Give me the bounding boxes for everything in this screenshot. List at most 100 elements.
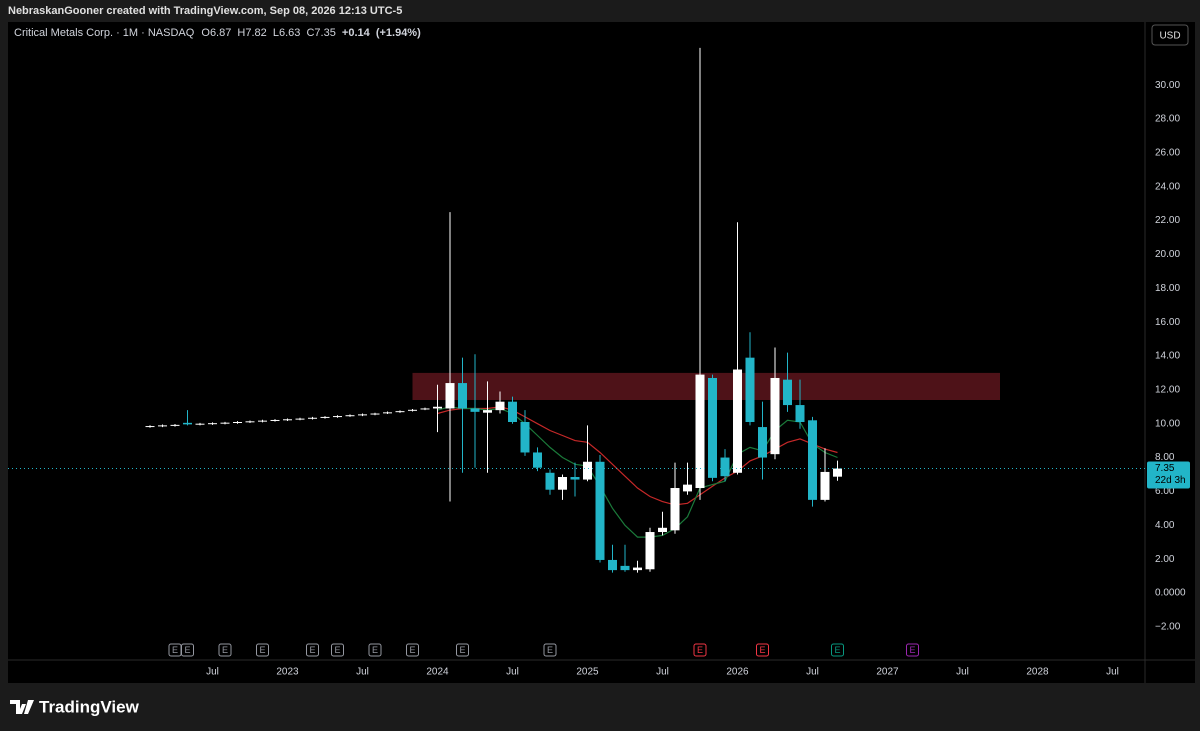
candle-body: [633, 567, 642, 571]
plot-area: [8, 47, 1145, 573]
candle-body: [445, 383, 455, 409]
earnings-marker: [218, 643, 232, 657]
candle-body: [570, 477, 580, 480]
candle-body: [208, 423, 217, 425]
earnings-label: E: [697, 645, 703, 655]
candle-body: [370, 413, 380, 415]
candle-body: [270, 419, 280, 421]
y-tick-label: 14.00: [1155, 351, 1180, 362]
candle-body: [295, 418, 305, 420]
brand[interactable]: TradingView: [10, 697, 140, 716]
earnings-marker: [306, 643, 319, 657]
currency-button-text[interactable]: USD: [1159, 31, 1180, 42]
candle-body: [283, 419, 292, 421]
candle-body: [170, 424, 180, 426]
earnings-label: E: [372, 645, 378, 655]
earnings-label: E: [172, 645, 178, 655]
legend-low: 6.63: [279, 27, 300, 39]
earnings-marker: [331, 643, 344, 657]
candle-body: [220, 422, 230, 424]
candle-body: [395, 411, 405, 413]
candle-body: [345, 415, 355, 417]
candle-body: [645, 532, 655, 570]
earnings-label: E: [909, 645, 915, 655]
candle-body: [608, 559, 617, 571]
earnings-label: E: [259, 645, 265, 655]
earnings-label: E: [334, 645, 340, 655]
legend-low-label: L: [273, 27, 279, 39]
candle-body: [595, 461, 605, 560]
candle-body: [145, 426, 155, 428]
candle-body: [558, 477, 567, 490]
candle-body: [383, 412, 392, 414]
currency-button[interactable]: USD: [1151, 24, 1189, 46]
y-tick-label: 10.00: [1155, 418, 1180, 429]
candle-body: [808, 420, 817, 500]
candle-body: [408, 409, 417, 411]
earnings-marker: [456, 643, 469, 657]
x-tick-label: 2023: [276, 667, 299, 678]
candle-body: [695, 374, 705, 489]
axes: −2.00 0.0000 2.00 4.00 6.00 8.00 10.00 12.00 14.…: [168, 80, 1190, 678]
earnings-label: E: [409, 645, 415, 655]
candle-body: [458, 383, 467, 409]
candle-body: [708, 377, 717, 478]
x-tick-label: Jul: [506, 667, 519, 678]
candle-body: [545, 472, 555, 490]
y-tick-label: 20.00: [1155, 249, 1180, 260]
y-tick-label: 22.00: [1155, 215, 1180, 226]
header-text: NebraskanGooner created with TradingView…: [8, 5, 402, 17]
candle-body: [758, 427, 767, 458]
candle-body: [670, 488, 680, 531]
currency-button-box[interactable]: [1151, 24, 1189, 46]
earnings-marker: [756, 643, 769, 657]
earnings-label: E: [759, 645, 765, 655]
x-tick-label: Jul: [656, 667, 669, 678]
candle-body: [683, 484, 692, 492]
candle-body: [620, 565, 630, 571]
chart-panel: [8, 22, 1195, 683]
legend: Critical Metals Corp. · 1M · NASDAQ O6.8…: [14, 27, 421, 39]
candle-body: [333, 416, 342, 418]
y-tick-label: 12.00: [1155, 384, 1180, 395]
x-tick-label: 2026: [726, 667, 749, 678]
y-tick-label: 0.0000: [1155, 588, 1186, 599]
earnings-marker: [256, 643, 269, 657]
legend-change: +0.14: [342, 27, 371, 39]
candle-body: [795, 405, 805, 422]
legend-high-label: H: [237, 27, 245, 39]
earnings-label: E: [459, 645, 465, 655]
earnings-label: E: [222, 645, 228, 655]
candle-body: [245, 421, 255, 423]
last-price-label: 7.35: [1155, 463, 1175, 474]
earnings-label: E: [184, 645, 190, 655]
earnings-marker: [181, 643, 194, 657]
x-tick-label: Jul: [806, 667, 819, 678]
earnings-marker: [906, 643, 919, 657]
candle-body: [783, 379, 792, 406]
legend-open-label: O: [201, 27, 210, 39]
x-tick-label: 2025: [576, 667, 599, 678]
y-tick-label: 26.00: [1155, 147, 1180, 158]
last-price-badge: [1147, 461, 1190, 489]
legend-open: 6.87: [210, 27, 231, 39]
brand-name[interactable]: TradingView: [39, 697, 140, 716]
earnings-label: E: [834, 645, 840, 655]
candle-body: [470, 408, 480, 412]
legend-symbol: Critical Metals Corp. · 1M · NASDAQ: [14, 27, 195, 39]
y-tick-label: 6.00: [1155, 486, 1175, 497]
brand-logo[interactable]: [10, 700, 34, 714]
candle-body: [233, 421, 242, 423]
candle-body: [745, 357, 755, 422]
earnings-label: E: [547, 645, 553, 655]
x-tick-label: Jul: [956, 667, 969, 678]
y-tick-label: 30.00: [1155, 80, 1180, 91]
candle-body: [770, 377, 780, 455]
candle-body: [308, 417, 317, 419]
y-tick-label: 16.00: [1155, 317, 1180, 328]
y-tick-label: −2.00: [1155, 621, 1181, 632]
candle-body: [483, 410, 492, 413]
candle-body: [433, 406, 442, 409]
earnings-label: E: [309, 645, 315, 655]
